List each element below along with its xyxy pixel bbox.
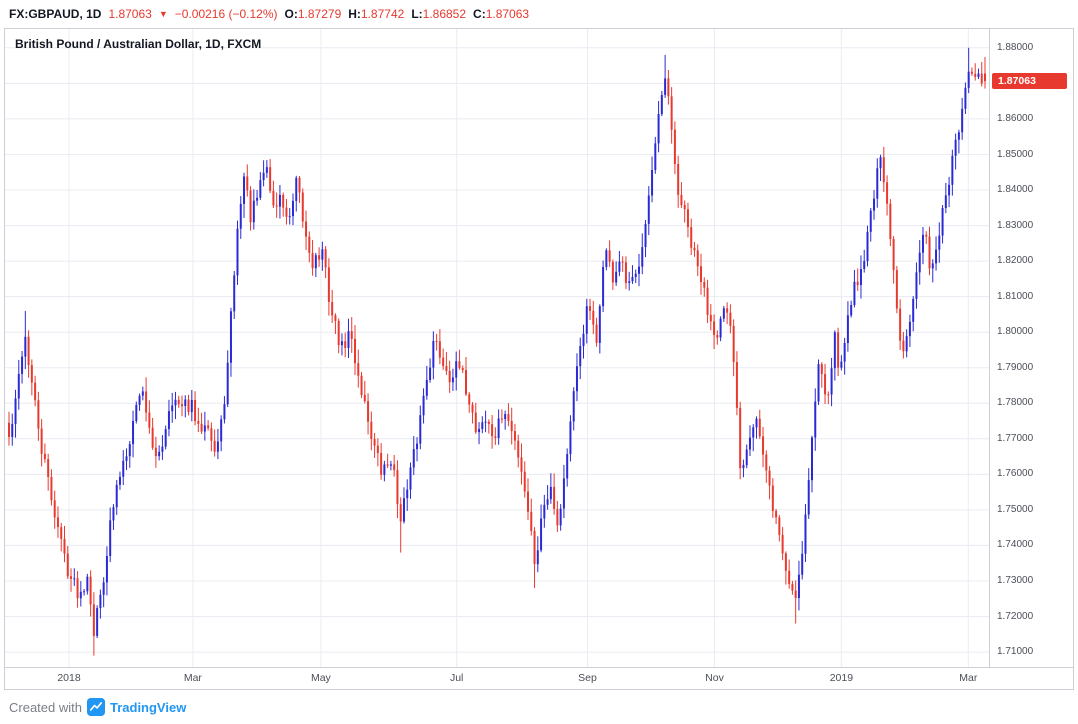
symbol-name[interactable]: FX:GBPAUD, 1D (9, 7, 102, 21)
down-arrow-icon: ▼ (158, 9, 168, 19)
time-tick-label: 2018 (57, 672, 81, 684)
time-tick-label: May (310, 672, 331, 684)
price-tick-label: 1.88000 (997, 41, 1034, 53)
tradingview-link[interactable]: TradingView (109, 699, 187, 715)
last-price-axis-label: 1.87063 (992, 73, 1067, 90)
price-tick-label: 1.86000 (997, 112, 1034, 124)
price-tick-label: 1.74000 (997, 539, 1034, 551)
time-tick-label: Nov (705, 672, 724, 684)
last-price-value: 1.87063 (108, 7, 152, 21)
price-tick-label: 1.77000 (997, 432, 1034, 444)
time-tick-label: Sep (578, 672, 597, 684)
price-tick-label: 1.75000 (997, 503, 1034, 515)
price-tick-label: 1.80000 (997, 326, 1034, 338)
price-tick-label: 1.76000 (997, 468, 1034, 480)
low-value: L: 1.86852 (411, 7, 466, 21)
high-value: H: 1.87742 (348, 7, 404, 21)
price-tick-label: 1.73000 (997, 575, 1034, 586)
high-number: 1.87742 (360, 7, 405, 21)
close-number: 1.87063 (485, 7, 530, 21)
price-change-value: −0.00216 (−0.12%) (174, 7, 278, 21)
price-tick-label: 1.83000 (997, 219, 1034, 231)
low-number: 1.86852 (422, 7, 467, 21)
high-label: H: (348, 7, 361, 21)
price-tick-label: 1.82000 (997, 255, 1034, 267)
attribution-bar: Created with TradingView (0, 690, 1078, 724)
price-chart-canvas[interactable]: British Pound / Australian Dollar, 1D, F… (5, 29, 989, 667)
price-tick-label: 1.81000 (997, 290, 1034, 302)
price-tick-label: 1.84000 (997, 184, 1034, 195)
candlestick-svg (5, 29, 989, 667)
price-tick-label: 1.79000 (997, 361, 1034, 373)
time-tick-label: Jul (449, 672, 464, 684)
price-tick-label: 1.78000 (997, 397, 1034, 409)
time-axis[interactable]: 2018 Mar May Jul Sep Nov 2019 Mar (5, 667, 1073, 688)
price-tick-label: 1.72000 (997, 610, 1034, 622)
price-tick-label: 1.71000 (997, 646, 1034, 658)
price-tick-label: 1.85000 (997, 148, 1034, 160)
open-label: O: (284, 7, 298, 21)
chart-title: British Pound / Australian Dollar, 1D, F… (15, 37, 262, 51)
price-axis[interactable]: 1.87063 1.88000 1.86000 1.85000 1.84000 1.83… (989, 29, 1073, 667)
time-tick-label: Mar (183, 672, 202, 684)
open-number: 1.87279 (297, 7, 342, 21)
close-value: C: 1.87063 (473, 7, 529, 21)
time-tick-label: 2019 (829, 672, 854, 684)
close-label: C: (473, 7, 486, 21)
open-value: O: 1.87279 (285, 7, 342, 21)
chart-container: British Pound / Australian Dollar, 1D, F… (4, 28, 1074, 690)
low-label: L: (411, 7, 423, 21)
symbol-info-bar: FX:GBPAUD, 1D 1.87063 ▼ −0.00216 (−0.12%… (0, 0, 1078, 28)
tradingview-logo-icon[interactable] (86, 698, 105, 716)
time-tick-label: Mar (959, 672, 978, 684)
created-with-text: Created with (9, 699, 82, 715)
